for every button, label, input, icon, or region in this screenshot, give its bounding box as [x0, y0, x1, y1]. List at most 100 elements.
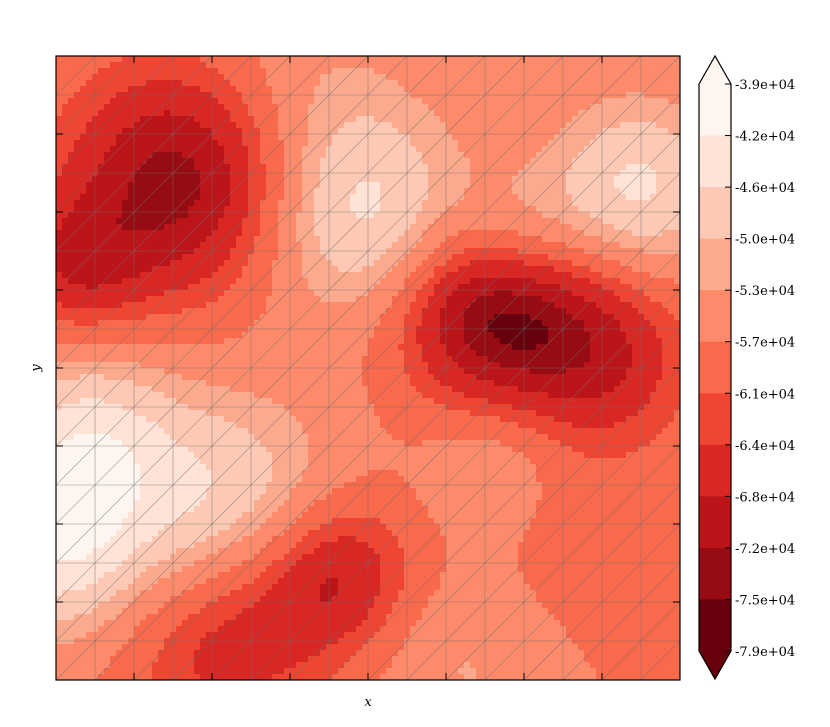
- contour-cell: [224, 80, 231, 87]
- contour-cell: [452, 98, 459, 105]
- contour-cell: [236, 278, 243, 285]
- contour-cell: [356, 278, 363, 285]
- contour-cell: [566, 230, 573, 237]
- contour-cell: [488, 284, 495, 291]
- contour-cell: [206, 152, 213, 159]
- contour-cell: [158, 230, 165, 237]
- contour-cell: [314, 308, 321, 315]
- contour-cell: [104, 242, 111, 249]
- contour-cell: [410, 290, 417, 297]
- contour-cell: [422, 122, 429, 129]
- contour-cell: [476, 302, 483, 309]
- contour-cell: [398, 134, 405, 141]
- contour-cell: [662, 236, 669, 243]
- contour-cell: [152, 278, 159, 285]
- contour-cell: [524, 296, 531, 303]
- contour-cell: [392, 236, 399, 243]
- contour-cell: [308, 122, 315, 129]
- contour-cell: [362, 182, 369, 189]
- contour-cell: [446, 314, 453, 321]
- contour-cell: [662, 194, 669, 201]
- contour-cell: [596, 236, 603, 243]
- contour-cell: [512, 134, 519, 141]
- contour-cell: [500, 278, 507, 285]
- contour-cell: [530, 128, 537, 135]
- contour-cell: [116, 164, 123, 171]
- contour-cell: [356, 116, 363, 123]
- contour-cell: [620, 176, 627, 183]
- contour-cell: [164, 242, 171, 249]
- contour-cell: [98, 296, 105, 303]
- contour-cell: [308, 320, 315, 327]
- contour-cell: [158, 212, 165, 219]
- contour-cell: [86, 230, 93, 237]
- contour-cell: [662, 308, 669, 315]
- contour-cell: [236, 164, 243, 171]
- contour-cell: [590, 254, 597, 261]
- contour-cell: [362, 296, 369, 303]
- contour-cell: [578, 206, 585, 213]
- contour-cell: [434, 242, 441, 249]
- contour-cell: [632, 86, 639, 93]
- contour-cell: [338, 332, 345, 339]
- contour-cell: [206, 98, 213, 105]
- contour-cell: [446, 272, 453, 279]
- contour-cell: [602, 320, 609, 327]
- contour-cell: [452, 188, 459, 195]
- contour-cell: [284, 164, 291, 171]
- contour-cell: [620, 254, 627, 261]
- contour-cell: [518, 218, 525, 225]
- contour-cell: [338, 116, 345, 123]
- contour-cell: [86, 320, 93, 327]
- contour-cell: [104, 296, 111, 303]
- contour-cell: [200, 278, 207, 285]
- contour-cell: [554, 152, 561, 159]
- contour-cell: [650, 260, 657, 267]
- contour-cell: [320, 290, 327, 297]
- contour-cell: [188, 182, 195, 189]
- contour-cell: [446, 302, 453, 309]
- contour-cell: [146, 200, 153, 207]
- contour-cell: [662, 74, 669, 81]
- contour-cell: [650, 332, 657, 339]
- contour-cell: [284, 314, 291, 321]
- contour-cell: [572, 290, 579, 297]
- contour-cell: [278, 224, 285, 231]
- contour-cell: [620, 134, 627, 141]
- contour-cell: [410, 152, 417, 159]
- contour-cell: [494, 302, 501, 309]
- contour-cell: [374, 152, 381, 159]
- contour-cell: [140, 272, 147, 279]
- contour-cell: [380, 182, 387, 189]
- contour-cell: [434, 212, 441, 219]
- contour-cell: [566, 224, 573, 231]
- contour-cell: [350, 206, 357, 213]
- contour-cell: [488, 224, 495, 231]
- contour-cell: [524, 338, 531, 345]
- contour-cell: [200, 128, 207, 135]
- contour-cell: [200, 86, 207, 93]
- contour-cell: [410, 272, 417, 279]
- contour-cell: [332, 188, 339, 195]
- contour-cell: [272, 242, 279, 249]
- contour-cell: [212, 182, 219, 189]
- contour-cell: [80, 116, 87, 123]
- contour-cell: [308, 140, 315, 147]
- contour-cell: [428, 116, 435, 123]
- contour-cell: [572, 284, 579, 291]
- contour-cell: [356, 134, 363, 141]
- contour-cell: [506, 98, 513, 105]
- contour-cell: [620, 152, 627, 159]
- contour-cell: [596, 110, 603, 117]
- contour-cell: [614, 212, 621, 219]
- contour-cell: [242, 224, 249, 231]
- contour-cell: [116, 266, 123, 273]
- contour-cell: [494, 188, 501, 195]
- contour-cell: [176, 200, 183, 207]
- contour-cell: [98, 314, 105, 321]
- contour-cell: [554, 242, 561, 249]
- contour-cell: [644, 68, 651, 75]
- contour-cell: [416, 134, 423, 141]
- contour-cell: [470, 206, 477, 213]
- contour-cell: [194, 164, 201, 171]
